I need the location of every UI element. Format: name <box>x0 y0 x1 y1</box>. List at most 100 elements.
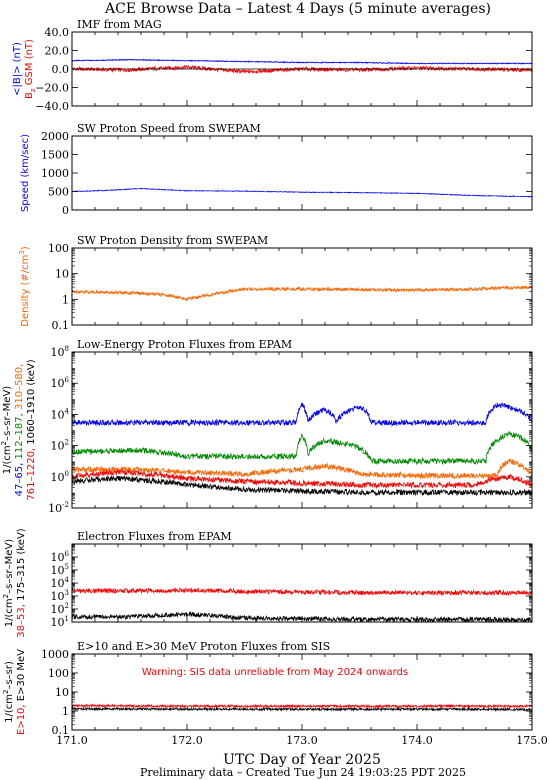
plot-frame <box>71 135 533 211</box>
series-line-4-4 <box>72 468 532 490</box>
energy-label: E>30 MeV <box>16 649 27 701</box>
y-tick-label: 40.0 <box>45 26 70 39</box>
y-tick-label: 104 <box>51 576 70 590</box>
y-tick-label: 1000 <box>41 167 69 180</box>
y-tick-label-exponent: 8 <box>65 345 69 353</box>
panel-title: IMF from MAG <box>77 18 162 31</box>
series-line-4-2 <box>72 431 532 466</box>
y-axis-label: Speed (km/sec) <box>20 134 31 212</box>
y-tick-label-base: 1500 <box>41 149 69 162</box>
y-axis-label-text: GSM (nT) <box>24 39 35 88</box>
y-tick-label-exponent: 0 <box>65 470 69 478</box>
series-line-4-3 <box>72 458 532 480</box>
panel-4: Low-Energy Proton Fluxes from EPAM10-210… <box>0 338 533 515</box>
y-tick-label-exponent: 4 <box>65 576 70 584</box>
energy-label: 1060–1910 (keV) <box>26 359 37 444</box>
panel-3: SW Proton Density from SWEPAM 0.1 1 10 100 De… <box>18 234 533 332</box>
y-axis-label-superscript: 2 <box>0 441 8 445</box>
series-line-6-1 <box>72 703 532 709</box>
y-tick-label: 100 <box>51 470 69 484</box>
y-axis-label-text: –s–sr) <box>4 661 15 690</box>
y-tick-label-base: 1 <box>62 705 69 718</box>
panel-title: SW Proton Speed from SWEPAM <box>77 122 261 135</box>
series-line-3-1 <box>72 284 532 302</box>
y-tick-label: 500 <box>48 186 69 199</box>
y-tick-label: 106 <box>51 550 70 564</box>
plot-frame <box>71 543 533 623</box>
x-tick-label: 172.0 <box>171 734 203 747</box>
y-tick-label-base: 1000 <box>41 167 69 180</box>
x-tick-label: 174.0 <box>401 734 433 747</box>
y-tick-label-base: 10 <box>51 564 65 577</box>
y-tick-label: 104 <box>51 407 70 421</box>
y-tick-label-base: 500 <box>48 186 69 199</box>
y-tick-label: 10-2 <box>48 501 69 515</box>
y-axis-label-subscript: z <box>29 88 37 92</box>
energy-label: 112–187, <box>14 410 25 460</box>
y-tick-label-base: 10 <box>55 268 69 281</box>
y-tick-label: 1500 <box>41 149 69 162</box>
panel-1: IMF from MAG −40.0 −20.0 0.0 20.0 40.0 <|B|> (… <box>12 18 533 113</box>
panel-title: Electron Fluxes from EPAM <box>77 530 232 543</box>
y-axis-label-text: –s–sr–MeV) <box>2 386 13 441</box>
series-line-1-1 <box>72 58 532 65</box>
y-tick-label-base: 10 <box>51 377 65 390</box>
panel-5: Electron Fluxes from EPAM101102103104105… <box>2 528 533 638</box>
y-tick-label-base: −40.0 <box>35 100 69 113</box>
y-tick-label-base: 10 <box>48 502 62 515</box>
energy-label: 38–53, <box>16 601 27 638</box>
y-tick-label: 103 <box>51 589 69 603</box>
y-tick-label-base: 10 <box>51 551 65 564</box>
y-axis-label-text: B <box>24 92 35 99</box>
y-tick-label: 2000 <box>41 130 69 143</box>
y-tick-label-exponent: 2 <box>65 439 69 447</box>
y-tick-label-base: 1000 <box>41 648 69 661</box>
panel-title: Low-Energy Proton Fluxes from EPAM <box>77 338 292 351</box>
y-axis-label-text: <|B|> (nT) <box>12 42 23 96</box>
y-tick-label-base: 10 <box>51 577 65 590</box>
y-axis-label-units: 1/(cm2–s–sr–MeV) <box>0 386 13 474</box>
y-tick-label-exponent: 6 <box>65 376 70 384</box>
y-tick-label-base: 10 <box>51 616 65 629</box>
y-tick-label: 100 <box>48 667 69 680</box>
y-tick-label-base: 0 <box>62 204 69 217</box>
y-axis-label-text: Density (#/cm <box>20 255 31 327</box>
y-tick-label: 108 <box>51 345 69 359</box>
series-line-2-1 <box>72 187 532 198</box>
y-tick-label-base: 0.1 <box>52 724 70 737</box>
energy-label: 761–1220, <box>26 445 37 501</box>
energy-labels-row2: 761–1220, 1060–1910 (keV) <box>26 359 37 500</box>
x-axis-label: UTC Day of Year 2025 <box>223 752 381 768</box>
y-tick-label: −40.0 <box>35 100 69 113</box>
series-line-6-2 <box>72 706 532 712</box>
y-tick-label: 102 <box>51 439 69 453</box>
y-tick-label: 1000 <box>41 648 69 661</box>
series-line-5-1 <box>72 586 532 597</box>
y-tick-label-exponent: 6 <box>65 550 70 558</box>
y-axis-label-units: 1/(cm2–s–sr–MeV) <box>2 539 15 627</box>
panel-title: SW Proton Density from SWEPAM <box>77 234 268 247</box>
y-axis-label-superscript: 3 <box>18 250 26 254</box>
y-tick-label: 100 <box>48 242 69 255</box>
sis-warning: Warning: SIS data unreliable from May 20… <box>142 667 408 678</box>
energy-labels: 38–53, 175–315 (keV) <box>16 528 27 637</box>
y-tick-label-exponent: 1 <box>65 615 69 623</box>
energy-label: E>10, <box>16 701 27 735</box>
y-axis-label-btotal: <|B|> (nT) <box>12 42 23 96</box>
y-axis-label-text: 1/(cm <box>4 694 15 723</box>
y-axis-label-bz: Bz GSM (nT) <box>24 39 37 99</box>
y-tick-label-base: 20.0 <box>45 45 70 58</box>
panel-6: E>10 and E>30 MeV Proton Fluxes from SIS… <box>2 640 548 768</box>
y-tick-label: 106 <box>51 376 70 390</box>
energy-label: 47–65, <box>14 460 25 497</box>
plot-frame <box>71 247 533 326</box>
y-tick-label-base: 100 <box>48 667 69 680</box>
y-axis-label-text: 1/(cm <box>4 598 15 627</box>
y-tick-label: 10 <box>55 686 69 699</box>
y-tick-label: 0.1 <box>52 319 70 332</box>
y-tick-label-exponent: 4 <box>65 407 70 415</box>
y-tick-label-exponent: 3 <box>65 589 69 597</box>
y-axis-label-superscript: 2 <box>2 594 10 598</box>
y-tick-label: 20.0 <box>45 45 70 58</box>
